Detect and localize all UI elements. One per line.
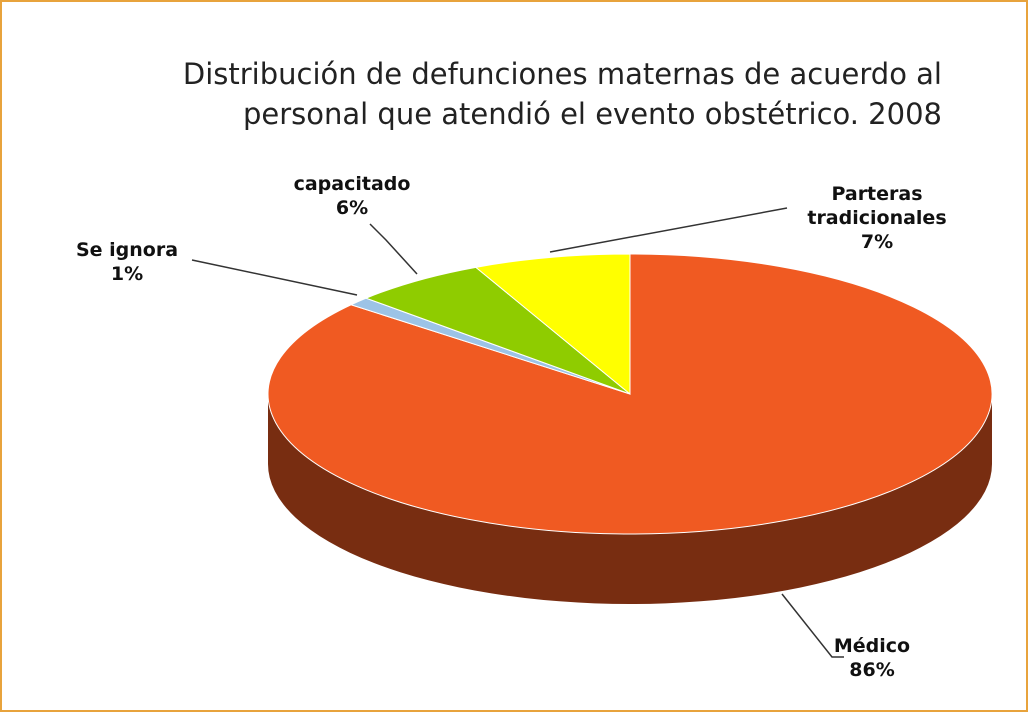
chart-title: Distribución de defunciones maternas de … [182, 57, 942, 131]
slice-value-label: 86% [849, 659, 895, 681]
leader-line [191, 259, 358, 296]
slice-label: Se ignora [75, 239, 179, 261]
slice-label: Médico [833, 635, 911, 657]
leader-line [369, 223, 418, 275]
pie-slice [474, 253, 631, 396]
pie-side [268, 394, 992, 604]
slice-value-label: 1% [110, 263, 144, 285]
leader-line [781, 593, 844, 658]
leader-line [549, 207, 788, 253]
slice-label: Parteras tradicionales [807, 183, 947, 229]
pie-slice [364, 266, 631, 395]
slice-value-label: 6% [335, 197, 369, 219]
slice-label: capacitado [293, 173, 411, 195]
slice-value-label: 7% [860, 231, 894, 253]
